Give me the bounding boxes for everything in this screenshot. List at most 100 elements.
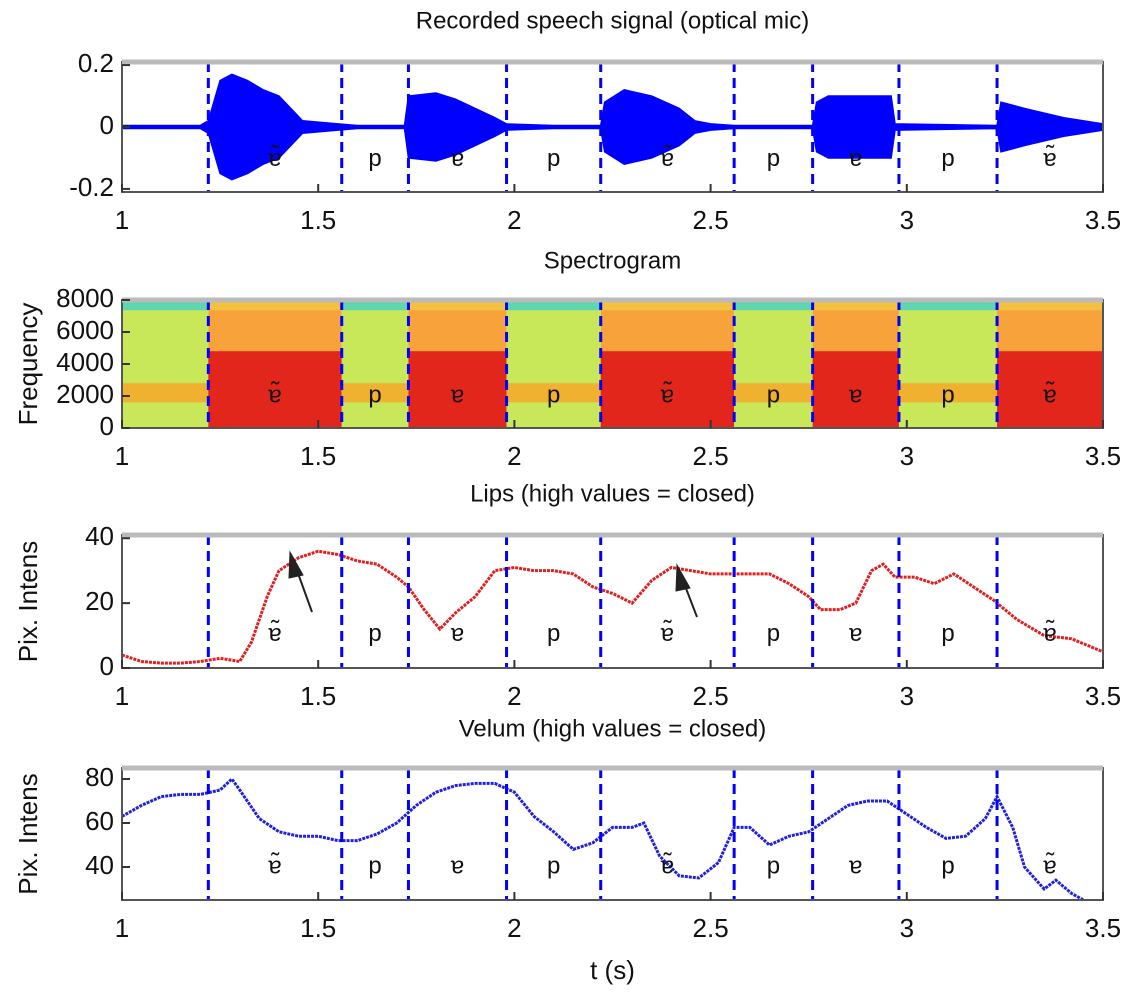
y-tick-label: 0: [100, 651, 114, 681]
segment-label: ɐ: [849, 145, 862, 172]
segment-label: p: [941, 852, 954, 879]
segment-label: ɐ̃: [1043, 381, 1056, 408]
x-tick-label: 2: [507, 441, 521, 471]
plot-area: [122, 535, 1103, 668]
spectrogram-cell: [122, 383, 209, 403]
segment-label: ɐ̃: [661, 620, 674, 647]
spectrogram-cell: [506, 383, 601, 403]
y-axis-label: Frequency: [13, 303, 43, 426]
y-tick-label: 6000: [56, 315, 114, 345]
segment-label: ɐ̃: [661, 852, 674, 879]
x-tick-label: 3: [900, 441, 914, 471]
x-tick-label: 2: [507, 205, 521, 235]
segment-label: ɐ̃: [268, 381, 281, 408]
x-tick-label: 3: [900, 681, 914, 711]
x-tick-label: 3.5: [1085, 681, 1121, 711]
spectrogram-cell: [812, 300, 899, 311]
spectrogram-cell: [898, 300, 998, 311]
segment-label: p: [368, 145, 381, 172]
panel: ɐ̃ p ɐ p ɐ̃ p ɐ p ɐ̃ 0 20 40 1 1.5 2 2.5 3 3.5 Lips (high …: [13, 480, 1121, 711]
segment-label: ɐ̃: [268, 620, 281, 647]
chart-title: Lips (high values = closed): [470, 480, 755, 507]
chart-title: Recorded speech signal (optical mic): [416, 7, 810, 34]
x-tick-label: 1: [115, 441, 129, 471]
segment-label: ɐ̃: [1043, 620, 1056, 647]
spectrogram-cell: [122, 300, 209, 311]
segment-label: ɐ̃: [661, 145, 674, 172]
segment-label: ɐ: [849, 381, 862, 408]
spectrogram-cell: [341, 300, 409, 428]
arrow: [675, 563, 698, 618]
spectrogram-cell: [734, 300, 813, 428]
spectrogram-cell: [506, 300, 601, 428]
segment-label: ɐ̃: [1043, 852, 1056, 879]
spectrogram-cell: [208, 351, 342, 428]
x-tick-label: 3.5: [1085, 913, 1121, 943]
x-tick-label: 2.5: [693, 205, 729, 235]
x-tick-label: 1: [115, 913, 129, 943]
y-tick-label: 40: [85, 521, 114, 551]
x-tick-label: 1.5: [300, 681, 336, 711]
y-tick-label: 60: [85, 806, 114, 836]
y-tick-label: 0: [100, 411, 114, 441]
x-tick-label: 1: [115, 205, 129, 235]
segment-label: p: [368, 620, 381, 647]
panel: ɐ̃ p ɐ p ɐ̃ p ɐ p ɐ̃ -0.2 0 0.2 1 1.5 2 2.5 3 3.5 Recorded…: [69, 7, 1121, 235]
spectrogram-cell: [408, 351, 507, 428]
x-tick-label: 1.5: [300, 205, 336, 235]
segment-label: ɐ: [451, 852, 464, 879]
segment-label: ɐ̃: [661, 381, 674, 408]
chart-title: Velum (high values = closed): [459, 715, 767, 742]
line: [121, 549, 1104, 665]
segment-label: p: [547, 852, 560, 879]
x-tick-label: 2: [507, 681, 521, 711]
segment-label: ɐ̃: [268, 145, 281, 172]
segment-label: ɐ̃: [268, 852, 281, 879]
y-axis-label: Pix. Intens: [13, 541, 43, 662]
y-tick-label: 4000: [56, 347, 114, 377]
spectrogram-cell: [997, 351, 1103, 428]
y-axis-label: Pix. Intens: [13, 773, 43, 894]
segment-label: p: [547, 620, 560, 647]
segment-label: p: [547, 381, 560, 408]
x-tick-label: 1.5: [300, 913, 336, 943]
chart-title: Spectrogram: [544, 247, 681, 274]
panel: ɐ̃ p ɐ p ɐ̃ p ɐ p ɐ̃ 40 60 80 1 1.5 2 2.5 3 3.5 Velum (hig…: [13, 715, 1121, 985]
segment-label: p: [368, 381, 381, 408]
x-tick-label: 1: [115, 681, 129, 711]
segment-label: p: [547, 145, 560, 172]
x-tick-label: 3.5: [1085, 441, 1121, 471]
spectrogram-cell: [898, 383, 998, 403]
y-tick-label: 0.2: [78, 48, 114, 78]
y-tick-label: 80: [85, 762, 114, 792]
spectrogram-cell: [341, 383, 409, 403]
y-tick-label: 20: [85, 586, 114, 616]
line: [121, 776, 1085, 902]
x-axis-label: t (s): [590, 955, 635, 985]
segment-label: ɐ̃: [1043, 145, 1056, 172]
x-tick-label: 2.5: [693, 681, 729, 711]
spectrogram-cell: [812, 351, 899, 428]
y-tick-label: 40: [85, 850, 114, 880]
segment-label: p: [941, 145, 954, 172]
plot-area: [122, 768, 1103, 900]
segment-label: p: [368, 852, 381, 879]
segment-label: ɐ: [849, 620, 862, 647]
spectrogram-cell: [734, 300, 813, 311]
segment-label: ɐ: [451, 620, 464, 647]
segment-label: p: [767, 852, 780, 879]
x-tick-label: 3: [900, 913, 914, 943]
spectrogram-cell: [506, 300, 601, 311]
x-tick-label: 1.5: [300, 441, 336, 471]
x-tick-label: 2: [507, 913, 521, 943]
y-tick-label: 8000: [56, 283, 114, 313]
spectrogram-cell: [600, 351, 735, 428]
y-tick-label: -0.2: [69, 172, 114, 202]
spectrogram-cell: [208, 300, 342, 311]
spectrogram-cell: [997, 300, 1103, 311]
x-tick-label: 3: [900, 205, 914, 235]
spectrogram-cell: [734, 383, 813, 403]
segment-label: p: [941, 381, 954, 408]
